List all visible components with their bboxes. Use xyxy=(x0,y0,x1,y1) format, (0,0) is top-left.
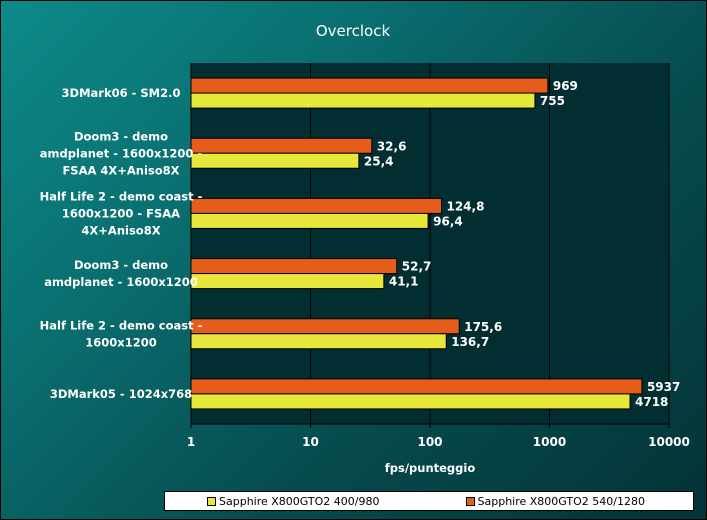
data-label-stock-3: 41,1 xyxy=(389,275,419,289)
bar-oc-2 xyxy=(190,197,442,214)
bar-oc-0 xyxy=(190,77,549,94)
data-label-oc-1: 32,6 xyxy=(377,139,407,153)
legend-item-540-1280: Sapphire X800GTO2 540/1280 xyxy=(465,494,646,508)
bar-stock-0 xyxy=(190,92,536,109)
category-label-4-line-0: Half Life 2 - demo coast - xyxy=(40,318,203,332)
bar-oc-1 xyxy=(190,137,373,154)
legend-item-400-980: Sapphire X800GTO2 400/980 xyxy=(207,495,380,508)
data-label-stock-2: 96,4 xyxy=(433,214,463,228)
chart-title: Overclock xyxy=(316,22,391,40)
bar-oc-5 xyxy=(190,378,643,395)
bar-oc-4 xyxy=(190,318,460,335)
x-tick-label-10000: 10000 xyxy=(648,435,690,449)
legend-swatch-400-980 xyxy=(207,496,216,506)
bar-stock-2 xyxy=(190,212,429,229)
bar-stock-4 xyxy=(190,333,447,350)
category-label-1-line-2: FSAA 4X+Aniso8X xyxy=(62,163,179,177)
x-tick-label-1: 1 xyxy=(187,435,195,449)
category-label-3-line-0: Doom3 - demo xyxy=(74,258,168,272)
data-label-oc-3: 52,7 xyxy=(402,260,432,274)
category-label-3-line-1: amdplanet - 1600x1200 xyxy=(44,275,198,289)
legend-label-400-980: Sapphire X800GTO2 400/980 xyxy=(219,494,380,508)
data-label-oc-0: 969 xyxy=(553,79,578,93)
category-label-4-line-1: 1600x1200 xyxy=(85,335,156,349)
category-label-2-line-1: 1600x1200 - FSAA xyxy=(62,206,180,220)
data-label-stock-1: 25,4 xyxy=(364,154,394,168)
bar-stock-5 xyxy=(190,393,631,410)
legend: Sapphire X800GTO2 400/980 Sapphire X800G… xyxy=(164,491,694,511)
x-tick-label-1000: 1000 xyxy=(533,435,566,449)
data-label-stock-4: 136,7 xyxy=(451,335,489,349)
category-label-0-line-0: 3DMark06 - SM2.0 xyxy=(62,86,181,100)
data-label-oc-2: 124,8 xyxy=(446,199,484,213)
legend-swatch-540-1280 xyxy=(465,496,475,506)
category-label-5-line-0: 3DMark05 - 1024x768 xyxy=(50,387,192,401)
legend-label-540-1280: Sapphire X800GTO2 540/1280 xyxy=(477,494,646,508)
data-label-oc-4: 175,6 xyxy=(464,320,502,334)
data-label-oc-5: 5937 xyxy=(647,380,680,394)
x-tick-label-10: 10 xyxy=(302,435,319,449)
x-axis-title: fps/punteggio xyxy=(385,461,476,475)
category-label-2-line-0: Half Life 2 - demo coast - xyxy=(40,189,203,203)
category-label-2-line-2: 4X+Aniso8X xyxy=(81,223,160,237)
bar-stock-3 xyxy=(190,273,385,290)
bar-stock-1 xyxy=(190,152,360,169)
data-label-stock-5: 4718 xyxy=(635,395,668,409)
bar-oc-3 xyxy=(190,258,398,275)
category-label-1-line-1: amdplanet - 1600x1200 - xyxy=(40,146,203,160)
data-label-stock-0: 755 xyxy=(540,94,565,108)
x-tick-label-100: 100 xyxy=(417,435,442,449)
category-label-1-line-0: Doom3 - demo xyxy=(74,129,168,143)
